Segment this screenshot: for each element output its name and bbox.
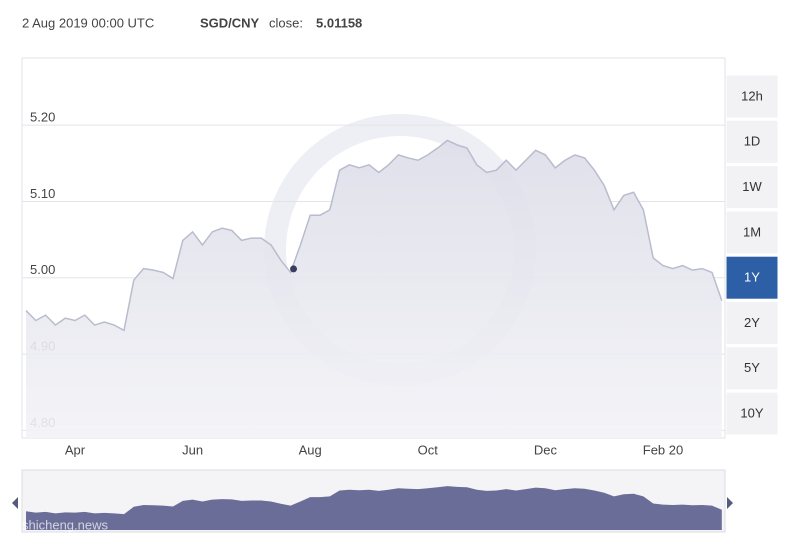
y-tick-label: 5.00 (30, 262, 55, 277)
area-fill (26, 140, 722, 438)
range-button-label[interactable]: 1W (742, 179, 762, 194)
x-tick-label: Aug (299, 442, 322, 457)
navigator-area (26, 486, 722, 530)
watermark: shicheng.news (22, 517, 108, 532)
range-button[interactable] (725, 210, 779, 255)
range-button[interactable] (725, 346, 779, 391)
range-button-label[interactable]: 1M (743, 224, 761, 239)
range-button-label[interactable]: 1Y (744, 270, 760, 285)
range-button[interactable] (725, 255, 779, 300)
x-tick-label: Feb 20 (643, 442, 683, 457)
range-button[interactable] (725, 301, 779, 345)
x-tick-label: Jun (182, 442, 203, 457)
range-button-label[interactable]: 1D (744, 134, 761, 149)
y-tick-label: 5.10 (30, 186, 55, 201)
range-button[interactable] (725, 119, 779, 164)
close-label: close: (269, 15, 303, 30)
pair: SGD/CNY (200, 15, 260, 30)
x-tick-label: Dec (534, 442, 558, 457)
range-button-label[interactable]: 12h (741, 88, 763, 103)
range-button[interactable] (725, 74, 779, 119)
date: 2 Aug 2019 00:00 UTC (22, 15, 154, 30)
range-button-label[interactable]: 10Y (740, 406, 763, 421)
close-marker (290, 265, 298, 273)
x-tick-label: Oct (418, 442, 439, 457)
range-button-label[interactable]: 5Y (744, 360, 760, 375)
y-tick-label: 5.20 (30, 110, 55, 125)
area-line (25, 139, 723, 332)
range-button-label[interactable]: 2Y (744, 315, 760, 330)
close-value: 5.01158 (316, 15, 362, 30)
x-tick-label: Apr (65, 442, 86, 457)
range-button[interactable] (725, 165, 779, 210)
range-button[interactable] (725, 391, 779, 436)
